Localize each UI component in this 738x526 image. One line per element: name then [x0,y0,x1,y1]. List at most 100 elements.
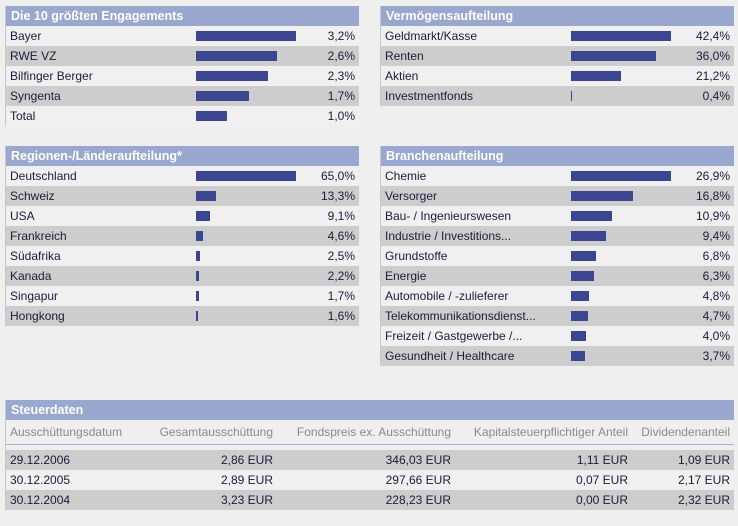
allocation-row: USA 9,1% [6,206,359,226]
allocation-bar [571,331,586,341]
allocation-label: Bayer [10,29,42,43]
allocation-label: Grundstoffe [385,249,448,263]
dividend-portion-cell: 2,32 EUR [677,493,730,507]
allocation-percent: 9,1% [327,209,355,223]
allocation-label: Automobile / -zulieferer [385,289,509,303]
table-row: 29.12.2006 2,86 EUR 346,03 EUR 1,11 EUR … [6,450,734,470]
allocation-percent: 2,5% [327,249,355,263]
allocation-percent: 4,6% [327,229,355,243]
allocation-percent: 1,0% [327,109,355,123]
allocation-row: Energie 6,3% [381,266,734,286]
allocation-percent: 2,6% [327,49,355,63]
date-cell: 30.12.2004 [10,493,71,507]
panel-title: Regionen-/Länderaufteilung* [6,146,359,166]
allocation-percent: 42,4% [695,29,730,43]
allocation-percent: 6,8% [702,249,730,263]
top-engagements-panel: Die 10 größten Engagements Bayer 3,2% RWE … [5,6,359,126]
allocation-label: Versorger [385,189,438,203]
allocation-label: Investmentfonds [385,89,474,103]
allocation-row: Total 1,0% [6,106,359,126]
allocation-row: Chemie 26,9% [381,166,734,186]
allocation-label: USA [10,209,35,223]
allocation-label: Industrie / Investitions... [385,229,512,243]
allocation-bar [571,171,671,181]
allocation-label: Kanada [10,269,52,283]
allocation-bar [196,171,296,181]
allocation-percent: 1,7% [327,289,355,303]
allocation-percent: 4,8% [702,289,730,303]
taxable-portion-cell: 1,11 EUR [576,453,628,467]
allocation-bar [571,231,606,241]
allocation-row: Singapur 1,7% [6,286,359,306]
allocation-row: Aktien 21,2% [381,66,734,86]
table-row: 30.12.2005 2,89 EUR 297,66 EUR 0,07 EUR … [6,470,734,490]
allocation-percent: 26,9% [695,169,730,183]
allocation-bar [196,251,200,261]
allocation-percent: 4,0% [702,329,730,343]
date-cell: 29.12.2006 [10,453,71,467]
allocation-list: Geldmarkt/Kasse 42,4% Renten 36,0% Aktien 21,… [381,26,734,106]
allocation-row: Grundstoffe 6,8% [381,246,734,266]
allocation-label: Renten [385,49,424,63]
column-header: Gesamtausschüttung [159,425,273,439]
allocation-row: Telekommunikationsdienst... 4,7% [381,306,734,326]
allocation-row: Frankreich 4,6% [6,226,359,246]
tax-table-header: Ausschüttungsdatum Gesamtausschüttung Fo… [6,420,734,445]
column-header: Kapitalsteuerpflichtiger Anteil [473,425,628,439]
allocation-percent: 2,2% [327,269,355,283]
allocation-bar [196,71,268,81]
allocation-percent: 9,4% [702,229,730,243]
fund-price-cell: 346,03 EUR [385,453,451,467]
allocation-label: Freizeit / Gastgewerbe /... [385,329,523,343]
allocation-bar [571,351,585,361]
allocation-bar [571,191,633,201]
panel-title: Vermögensaufteilung [381,6,734,26]
allocation-bar [196,111,227,121]
allocation-bar [571,31,671,41]
allocation-list: Deutschland 65,0% Schweiz 13,3% USA 9,1% Frank… [6,166,359,326]
region-allocation-panel: Regionen-/Länderaufteilung* Deutschland 6… [5,146,359,326]
allocation-bar [196,291,199,301]
allocation-row: Investmentfonds 0,4% [381,86,734,106]
allocation-row: Renten 36,0% [381,46,734,66]
fund-price-cell: 228,23 EUR [385,493,451,507]
allocation-row: Syngenta 1,7% [6,86,359,106]
allocation-percent: 16,8% [695,189,730,203]
allocation-bar [196,271,199,281]
allocation-row: Deutschland 65,0% [6,166,359,186]
allocation-percent: 13,3% [320,189,355,203]
allocation-bar [571,311,588,321]
allocation-label: Syngenta [10,89,61,103]
allocation-label: Telekommunikationsdienst... [385,309,536,323]
taxable-portion-cell: 0,00 EUR [575,493,628,507]
allocation-row: Versorger 16,8% [381,186,734,206]
allocation-row: Freizeit / Gastgewerbe /... 4,0% [381,326,734,346]
allocation-bar [196,211,210,221]
allocation-label: Energie [385,269,427,283]
date-cell: 30.12.2005 [10,473,71,487]
allocation-label: Bau- / Ingenieurswesen [385,209,512,223]
allocation-bar [196,231,203,241]
allocation-row: Bau- / Ingenieurswesen 10,9% [381,206,734,226]
allocation-label: Singapur [10,289,59,303]
allocation-row: RWE VZ 2,6% [6,46,359,66]
allocation-percent: 36,0% [695,49,730,63]
allocation-row: Schweiz 13,3% [6,186,359,206]
allocation-percent: 0,4% [702,89,730,103]
tax-table-body: 29.12.2006 2,86 EUR 346,03 EUR 1,11 EUR … [6,450,734,510]
sector-allocation-panel: Branchenaufteilung Chemie 26,9% Versorger 1… [380,146,734,366]
allocation-bar [571,91,572,101]
allocation-label: Südafrika [10,249,61,263]
allocation-label: Gesundheit / Healthcare [385,349,515,363]
column-header: Dividendenanteil [641,425,730,439]
allocation-label: Frankreich [10,229,67,243]
panel-title: Die 10 größten Engagements [6,6,359,26]
allocation-row: Kanada 2,2% [6,266,359,286]
allocation-row: Industrie / Investitions... 9,4% [381,226,734,246]
allocation-row: Bilfinger Berger 2,3% [6,66,359,86]
dividend-portion-cell: 1,09 EUR [677,453,730,467]
allocation-list: Bayer 3,2% RWE VZ 2,6% Bilfinger Berger 2,3% S… [6,26,359,126]
allocation-bar [196,31,296,41]
allocation-percent: 65,0% [320,169,355,183]
dividend-portion-cell: 2,17 EUR [677,473,730,487]
